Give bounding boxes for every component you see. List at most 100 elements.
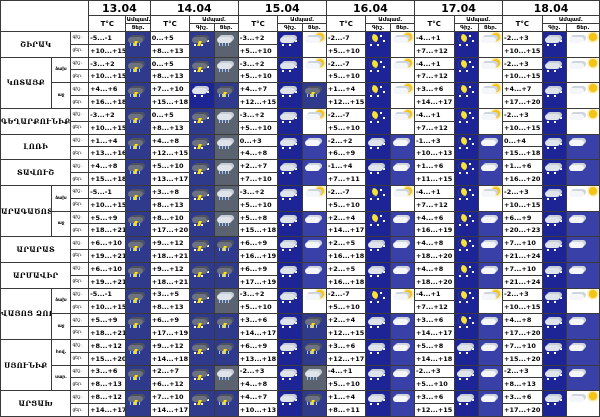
weather-icon [190,32,214,57]
icon-cell-day [389,390,415,417]
temperature-value: +12...+15 [237,95,279,109]
star-icon [377,249,380,252]
icon-cell-night [453,210,479,238]
subregion-label: սար. [50,364,72,392]
weather-icon [126,186,150,211]
temperature-value: +13...+18 [237,351,279,366]
star-icon [383,142,386,145]
temperature-value: +8...+11 [325,403,367,417]
star-icon [201,377,204,380]
temperature-value: 0...+5 [149,56,191,71]
star-icon [471,193,474,196]
weather-icon [479,289,502,313]
temperature-value: +3...+6 [237,313,279,328]
date-header: 17.04 [413,0,504,16]
star-icon [471,245,474,248]
star-icon [468,342,471,345]
weather-icon [366,263,390,288]
icon-cell-day [389,159,415,186]
night-label: գիշ. [70,313,90,328]
weather-icon [543,391,566,416]
star-icon [559,270,562,273]
temperature-value: -1...+3 [413,133,455,148]
temperature-value: -4...+1 [413,287,455,302]
star-icon [370,95,373,98]
star-icon [295,193,298,196]
temperature-value: -4...+1 [413,184,455,199]
temperature-value: -3...+2 [88,107,127,122]
cloud-icon [392,319,408,326]
icon-cell-day [301,184,327,212]
star-icon [383,168,386,171]
cloud-icon [304,37,320,43]
star-icon [546,249,549,252]
cloud-icon [568,344,584,351]
cloud-icon [480,62,496,69]
star-icon [556,317,559,320]
star-icon [201,69,204,72]
temperature-value: +7...+11 [325,172,367,186]
temperature-value: +12...+15 [149,146,191,161]
star-icon [465,146,468,149]
star-icon [553,223,556,226]
temperature-value: +11...+15 [413,172,455,186]
date-header: 16.04 [325,0,415,16]
weather-icon [303,160,326,185]
icon-cell-night [541,31,567,58]
temperature-value: +20...+23 [502,223,543,238]
star-icon [282,69,285,72]
star-icon [383,40,386,42]
sun-icon [403,289,412,298]
star-icon [295,219,298,222]
weather-icon [479,83,502,108]
cloudiness-header: Ամպամ. [453,15,504,24]
weather-icon [567,391,599,416]
icon-cell-day [389,133,415,161]
sun-icon [403,33,412,41]
icon-cell-night [189,287,215,315]
star-icon [282,403,285,406]
icon-cell-night [189,236,215,263]
temperature-value: +16...+20 [502,172,543,186]
icon-cell-night [453,133,479,161]
star-icon [201,351,204,354]
weather-icon [567,314,599,339]
icon-cell-night [277,107,303,135]
temperature-value: +17...+19 [237,274,279,289]
star-icon [458,69,461,72]
moon-icon [369,85,379,95]
temperature-value: +16...+18 [325,249,367,263]
star-icon [295,296,298,299]
cloud-icon [304,88,320,95]
cloud-icon [480,242,496,249]
icon-cell-night [453,390,479,417]
icon-cell-night [541,56,567,84]
star-icon [559,193,562,196]
moon-icon [457,239,467,249]
icon-cell-day [213,313,239,340]
star-icon [207,168,210,171]
icon-cell-night [541,210,567,238]
icon-cell-night [541,133,567,161]
cloud-icon [392,216,408,223]
icon-cell [125,31,151,58]
icon-cell-night [277,56,303,84]
weather-icon [215,212,238,236]
rain-icon [306,350,319,354]
temperature-value: -5...-1 [88,184,127,199]
star-icon [204,394,207,397]
cloud-icon [544,216,560,223]
temperature-value: +3...+6 [88,364,127,379]
star-icon [295,270,298,273]
weather-icon [391,109,414,134]
weather-icon [391,32,414,57]
weather-icon [126,32,150,57]
temperature-value: +1...+4 [88,133,127,148]
temperature-header: T°C [502,15,543,32]
temperature-value: +5...+10 [237,197,279,212]
icon-cell-day [389,31,415,58]
temperature-value: +17...+19 [149,326,191,340]
rain-icon [218,325,231,329]
star-icon [204,86,207,89]
weather-icon [190,366,214,390]
